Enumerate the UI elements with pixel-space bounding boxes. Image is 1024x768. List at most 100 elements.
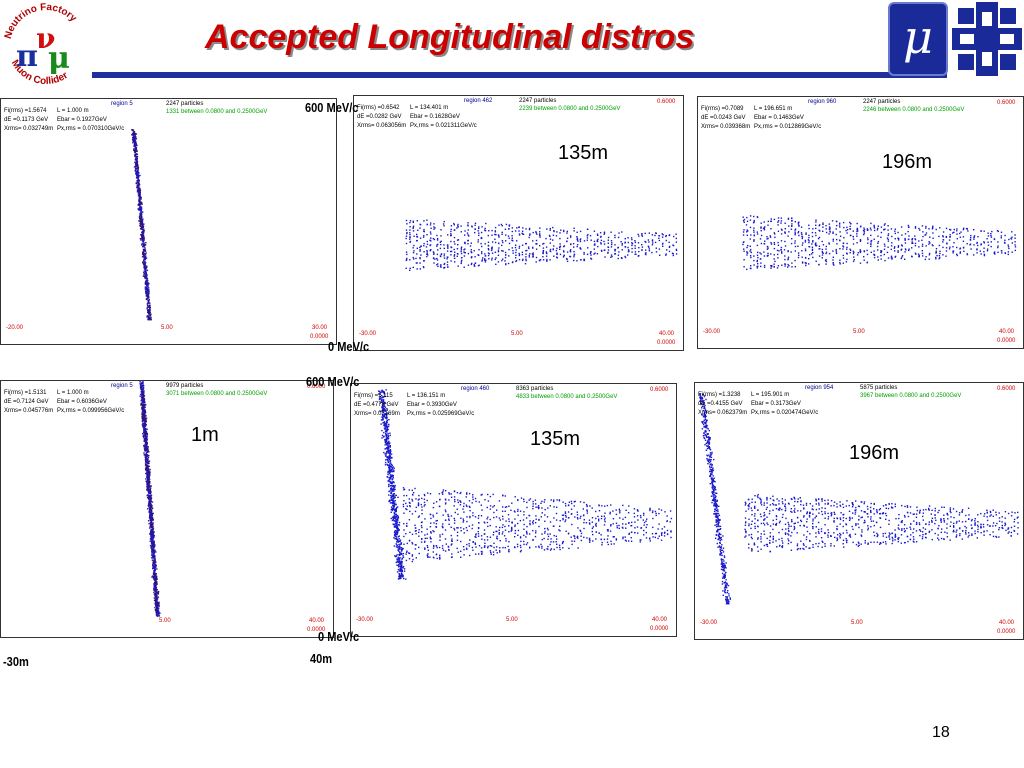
- stat-text: L = 134.401 m: [410, 105, 449, 111]
- stat-text: Ebar = 0.3930GeV: [407, 402, 457, 408]
- x-mid-tick: 5.00: [851, 620, 863, 626]
- mu-logo: μ: [888, 2, 948, 76]
- particle-count: 2247 particles: [166, 101, 204, 107]
- x-max-tick: 40.00: [309, 618, 325, 624]
- phase-space-plot-4: Fi(rms) =1.5131 L = 1.000 m dE =0.7124 GeV…: [0, 380, 334, 638]
- stat-text: Xrms= 0.063056m: [357, 123, 407, 129]
- page-number: 18: [932, 724, 950, 741]
- accepted-count: 2246 between 0.0800 and 0.2500GeV: [863, 107, 965, 113]
- stat-text: dE =0.7124 GeV: [4, 399, 49, 405]
- x-mid-tick: 5.00: [511, 331, 523, 337]
- stat-text: Xrms= 0.045776m: [4, 408, 54, 414]
- momentum-max-label: 600 MeV/c: [306, 374, 360, 389]
- stat-text: dE =0.1173 GeV: [4, 117, 49, 123]
- particle-count: 9979 particles: [166, 383, 204, 389]
- stat-text: Px,rms = 0.099956GeV/c: [57, 408, 125, 414]
- particle-count: 8363 particles: [516, 386, 554, 392]
- stat-text: Ebar = 0.1628GeV: [410, 114, 460, 120]
- position-max-label: 40m: [310, 651, 333, 666]
- distance-label: 135m: [558, 142, 609, 164]
- scatter-cloud: [131, 129, 152, 321]
- stat-text: Xrms= 0.07169m: [354, 411, 400, 417]
- scatter-cloud: [742, 215, 1017, 271]
- particle-count: 5875 particles: [860, 385, 898, 391]
- y-max-tick: 0.6000: [307, 384, 326, 390]
- x-mid-tick: 5.00: [506, 617, 518, 623]
- stat-text: dE =0.0282 GeV: [357, 114, 402, 120]
- scatter-cloud: [699, 393, 1019, 605]
- scatter-cloud: [139, 381, 161, 617]
- stat-text: Ebar = 0.1927GeV: [57, 117, 107, 123]
- stat-text: dE =0.4155 GeV: [698, 401, 743, 407]
- y-max-tick: 0.6000: [657, 99, 676, 105]
- stat-text: dE =0.4778 GeV: [354, 402, 399, 408]
- logo-nu: ν: [36, 22, 55, 55]
- scatter-cloud: [378, 389, 673, 580]
- y-max-tick: 0.6000: [997, 100, 1016, 106]
- y-min-tick: 0.0000: [997, 338, 1016, 344]
- y-min-tick: 0.0000: [650, 626, 669, 632]
- x-min-tick: -30.00: [703, 329, 721, 335]
- slide-title: Accepted Longitudinal distros: [205, 18, 695, 56]
- region-label: region 462: [464, 98, 493, 104]
- accepted-count: 3967 between 0.0800 and 0.2500GeV: [860, 393, 962, 399]
- stat-text: Xrms= 0.032749m: [4, 126, 54, 132]
- stat-text: Px,rms = 0.070310GeV/c: [57, 126, 125, 132]
- stat-text: Fi(rms) =0.7089: [701, 106, 744, 112]
- stat-text: L = 195.901 m: [751, 392, 790, 398]
- stat-text: Ebar = 0.6036GeV: [57, 399, 107, 405]
- x-max-tick: 40.00: [999, 620, 1015, 626]
- accepted-count: 4833 between 0.0800 and 0.2500GeV: [516, 394, 618, 400]
- particle-count: 2247 particles: [863, 99, 901, 105]
- region-label: region 460: [461, 386, 490, 392]
- distance-label: 196m: [849, 442, 900, 464]
- title-rule: [92, 72, 947, 78]
- stat-text: Xrms= 0.062379m: [698, 410, 748, 416]
- stat-text: Ebar = 0.1463GeV: [754, 115, 804, 121]
- stat-text: Ebar = 0.3173GeV: [751, 401, 801, 407]
- stat-text: Fi(rms) =0.6542: [357, 105, 400, 111]
- momentum-min-label: 0 MeV/c: [318, 629, 360, 644]
- phase-space-plot-2: Fi(rms) =0.6542 L = 134.401 m dE =0.0282 G…: [353, 95, 684, 351]
- particle-count: 2247 particles: [519, 98, 557, 104]
- x-max-tick: 40.00: [659, 331, 675, 337]
- stat-text: Px,rms = 0.020474GeV/c: [751, 410, 819, 416]
- x-max-tick: 30.00: [312, 325, 328, 331]
- x-mid-tick: 5.00: [159, 618, 171, 624]
- accepted-count: 1331 between 0.0800 and 0.2500GeV: [166, 109, 268, 115]
- y-max-tick: 0.6000: [650, 387, 669, 393]
- stat-text: L = 196.651 m: [754, 106, 793, 112]
- y-min-tick: 0.0000: [310, 334, 329, 340]
- distance-label: 1m: [191, 424, 219, 446]
- stat-text: Px,rms = 0.012869GeV/c: [754, 124, 822, 130]
- y-min-tick: 0.0000: [657, 340, 676, 346]
- x-mid-tick: 5.00: [161, 325, 173, 331]
- stat-text: Fi(rms) =1.5131: [4, 390, 47, 396]
- region-label: region 960: [808, 99, 837, 105]
- region-label: region 5: [111, 383, 133, 389]
- y-min-tick: 0.0000: [307, 627, 326, 633]
- phase-space-plot-1: Fi(rms) =1.5674 L = 1.000 m dE =0.1173 GeV…: [0, 98, 337, 345]
- momentum-min-label: 0 MeV/c: [328, 339, 370, 354]
- stat-text: L = 1.000 m: [57, 390, 89, 396]
- fermilab-logo: [952, 2, 1022, 76]
- x-max-tick: 40.00: [999, 329, 1015, 335]
- y-max-tick: 0.6000: [997, 386, 1016, 392]
- stat-text: Px,rms = 0.021311GeV/c: [410, 123, 477, 129]
- x-mid-tick: 5.00: [853, 329, 865, 335]
- phase-space-plot-6: Fi(rms) =1.3238 L = 195.901 m dE =0.4155 G…: [694, 382, 1024, 640]
- stat-text: Fi(rms) =1.5674: [4, 108, 47, 114]
- stat-text: Xrms= 0.039368m: [701, 124, 751, 130]
- stat-text: L = 136.151 m: [407, 393, 446, 399]
- region-label: region 5: [111, 101, 133, 107]
- y-min-tick: 0.0000: [997, 629, 1016, 635]
- accepted-count: 2239 between 0.0800 and 0.2500GeV: [519, 106, 621, 112]
- momentum-max-label: 600 MeV/c: [305, 100, 359, 115]
- stat-text: Px,rms = 0.025969GeV/c: [407, 411, 475, 417]
- region-label: region 954: [805, 385, 834, 391]
- distance-label: 196m: [882, 151, 933, 173]
- position-min-label: -30m: [3, 654, 29, 669]
- accepted-count: 3071 between 0.0800 and 0.2500GeV: [166, 391, 268, 397]
- phase-space-plot-5: Fi(rms) =1.115 L = 136.151 m dE =0.4778 Ge…: [350, 383, 677, 637]
- stat-text: dE =0.0243 GeV: [701, 115, 746, 121]
